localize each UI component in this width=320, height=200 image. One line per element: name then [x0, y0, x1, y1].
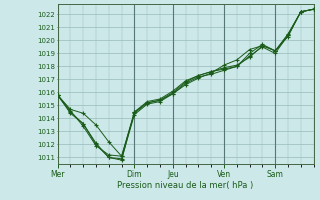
X-axis label: Pression niveau de la mer( hPa ): Pression niveau de la mer( hPa ) — [117, 181, 254, 190]
